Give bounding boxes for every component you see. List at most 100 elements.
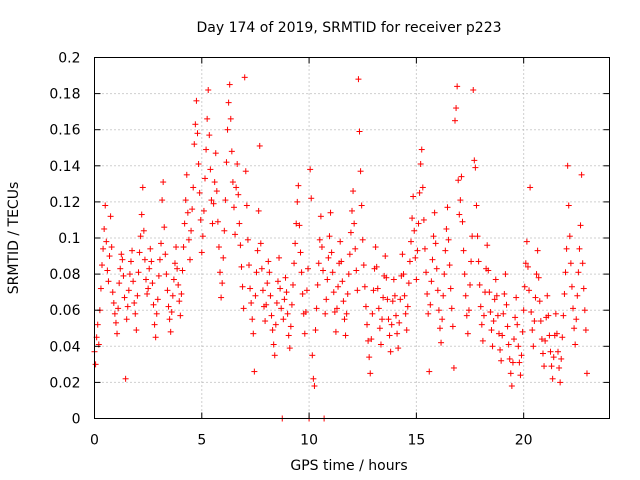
- data-point: [572, 341, 579, 348]
- chart-title: Day 174 of 2019, SRMTID for receiver p22…: [196, 20, 501, 36]
- data-point: [383, 274, 390, 281]
- data-point: [143, 276, 149, 283]
- data-point: [133, 327, 140, 334]
- data-point: [333, 305, 340, 312]
- data-point: [571, 325, 578, 332]
- data-point: [564, 162, 571, 169]
- data-point: [258, 265, 265, 272]
- data-point: [240, 305, 247, 312]
- data-point: [346, 251, 353, 258]
- data-point: [431, 209, 438, 216]
- data-point: [313, 305, 320, 312]
- data-point: [116, 280, 123, 287]
- data-point: [548, 363, 555, 370]
- data-point: [458, 173, 465, 180]
- data-point: [411, 227, 418, 234]
- data-point: [230, 204, 237, 211]
- data-point: [555, 348, 561, 355]
- data-point: [242, 168, 249, 175]
- data-point: [138, 211, 145, 218]
- data-point: [497, 346, 504, 353]
- data-point: [423, 269, 430, 276]
- data-point: [254, 247, 261, 254]
- data-point: [92, 361, 99, 368]
- data-point: [298, 269, 305, 276]
- data-point: [195, 160, 202, 167]
- data-point: [278, 305, 285, 312]
- data-point: [309, 352, 316, 359]
- data-point: [526, 287, 533, 294]
- data-point: [277, 285, 284, 292]
- data-point: [110, 299, 117, 306]
- data-point: [355, 76, 362, 83]
- data-point: [490, 318, 497, 325]
- data-point: [369, 310, 376, 317]
- data-point: [416, 189, 423, 196]
- data-point: [460, 247, 467, 254]
- data-point: [459, 218, 466, 225]
- data-point: [112, 319, 119, 326]
- data-point: [474, 233, 481, 240]
- data-point: [335, 283, 342, 290]
- data-point: [130, 278, 137, 285]
- data-point: [436, 325, 443, 332]
- data-point: [269, 327, 276, 334]
- data-point: [455, 177, 462, 184]
- data-point: [397, 296, 404, 303]
- data-point: [270, 341, 277, 348]
- data-point: [180, 244, 187, 251]
- data-point: [498, 357, 505, 364]
- data-point: [488, 327, 495, 334]
- data-point: [479, 337, 486, 344]
- data-point: [206, 132, 213, 139]
- data-point: [323, 296, 330, 303]
- data-point: [289, 281, 296, 288]
- data-point: [499, 332, 506, 339]
- data-point: [559, 334, 566, 341]
- data-point: [361, 283, 368, 290]
- data-point: [506, 355, 513, 362]
- data-point: [512, 314, 519, 321]
- data-point: [188, 227, 195, 234]
- data-point: [229, 179, 236, 186]
- data-point: [439, 316, 446, 323]
- data-point: [199, 233, 206, 240]
- data-point: [286, 345, 293, 352]
- x-tick-label: 0: [90, 433, 99, 449]
- data-point: [248, 299, 255, 306]
- data-point: [538, 336, 545, 343]
- data-point: [366, 354, 373, 361]
- data-point: [326, 233, 333, 240]
- data-point: [173, 244, 180, 251]
- data-point: [434, 287, 441, 294]
- data-point: [485, 267, 492, 274]
- data-point: [280, 316, 287, 323]
- data-point: [118, 251, 125, 258]
- data-point: [508, 383, 515, 390]
- data-point: [384, 296, 391, 303]
- data-point: [327, 209, 334, 216]
- data-point: [473, 202, 480, 209]
- data-point: [408, 238, 415, 245]
- data-point: [122, 375, 129, 382]
- data-point: [399, 251, 406, 258]
- data-point: [145, 285, 152, 292]
- data-point: [97, 285, 104, 292]
- data-point: [533, 271, 540, 278]
- data-point: [374, 285, 381, 292]
- data-point: [457, 197, 464, 204]
- data-point: [390, 276, 397, 283]
- data-point: [424, 290, 431, 297]
- data-point: [386, 332, 393, 339]
- data-point: [430, 233, 437, 240]
- data-point: [184, 209, 191, 216]
- data-point: [567, 260, 574, 267]
- y-tick-label: 0.08: [49, 267, 80, 283]
- x-tick-label: 20: [515, 433, 533, 449]
- data-point: [403, 327, 410, 334]
- data-point: [372, 244, 379, 251]
- data-point: [517, 372, 524, 379]
- data-point: [406, 258, 413, 265]
- data-point: [225, 99, 232, 106]
